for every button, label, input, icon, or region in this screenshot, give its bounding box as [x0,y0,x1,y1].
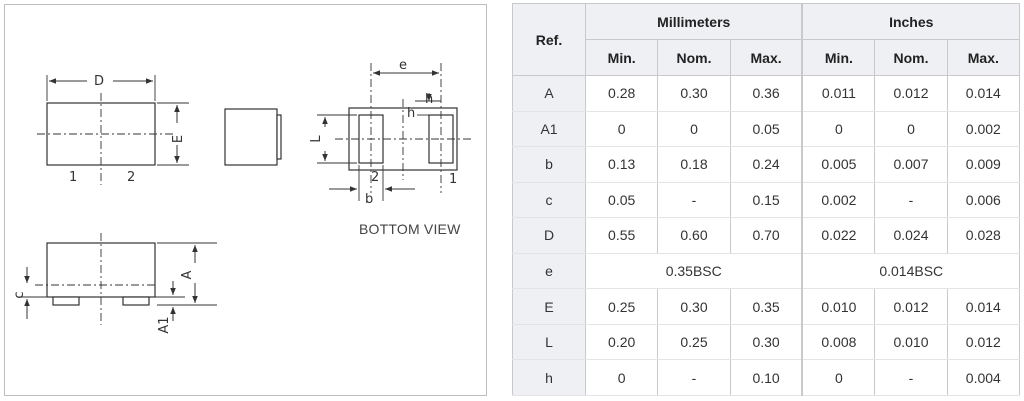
value-cell: 0.13 [584,146,659,183]
table-row: b 0.13 0.18 0.24 0.005 0.007 0.009 [512,146,1021,183]
value-cell: 0.006 [946,181,1021,219]
dimension-table: Ref. Millimeters Inches Min. Nom. Max. M… [512,3,1021,396]
value-cell: 0 [801,110,876,148]
mm-min-header: Min. [584,39,659,76]
dim-label-h-1: h [425,92,433,107]
table-row: L 0.20 0.25 0.30 0.008 0.010 0.012 [512,323,1021,361]
value-cell: 0.24 [729,146,803,183]
value-cell: 0.30 [729,323,803,361]
dim-label-e: e [399,58,407,73]
in-nom-header: Nom. [874,39,948,76]
value-cell: 0.18 [657,146,731,183]
value-cell: - [874,359,948,396]
ref-cell: c [512,181,586,219]
value-cell-span: 0.35BSC [585,252,803,290]
value-cell: 0 [657,110,731,148]
dim-label-c: c [12,291,27,298]
value-cell: 0.60 [657,217,731,254]
value-cell: 0.005 [801,146,876,183]
value-cell: 0.007 [874,146,948,183]
value-cell: 0.05 [584,181,659,219]
bottom-view [317,63,473,201]
mm-max-header: Max. [729,39,803,76]
value-cell: - [657,359,731,396]
millimeters-header: Millimeters [585,3,803,40]
value-cell: 0.011 [801,75,876,112]
package-outline-svg: D E 1 2 e L h h 2 1 b A c A1 [12,58,473,334]
table-row: E 0.25 0.30 0.35 0.010 0.012 0.014 [512,288,1021,325]
package-drawing: D E 1 2 e L h h 2 1 b A c A1 BOTTOM VIEW [4,4,487,396]
value-cell: 0.008 [801,323,876,361]
pin-label-2-bottom: 2 [371,170,379,185]
value-cell: 0.012 [874,288,948,325]
dim-label-A1: A1 [157,316,172,333]
value-cell: - [657,181,731,219]
ref-cell: A [512,75,586,112]
mm-nom-header: Nom. [657,39,731,76]
value-cell: 0.20 [584,323,659,361]
in-max-header: Max. [946,39,1021,76]
value-cell: 0.014 [946,288,1021,325]
value-cell: 0.36 [729,75,803,112]
value-cell: 0 [874,110,948,148]
value-cell: 0.012 [874,75,948,112]
value-cell: 0.022 [801,217,876,254]
table-row: D 0.55 0.60 0.70 0.022 0.024 0.028 [512,217,1021,254]
value-cell: 0.05 [729,110,803,148]
dim-label-h-2: h [407,106,415,121]
value-cell: 0.10 [729,359,803,396]
ref-cell: E [512,288,586,325]
value-cell: 0.028 [946,217,1021,254]
ref-cell: h [512,359,586,396]
table-row: A 0.28 0.30 0.36 0.011 0.012 0.014 [512,75,1021,112]
value-cell: 0.25 [584,288,659,325]
value-cell: 0 [584,359,659,396]
ref-cell: A1 [512,110,586,148]
ref-header: Ref. [512,3,586,76]
value-cell: 0.35 [729,288,803,325]
value-cell: 0.010 [874,323,948,361]
pin-label-1: 1 [69,170,77,185]
dim-label-L: L [309,135,324,143]
table-row: c 0.05 - 0.15 0.002 - 0.006 [512,181,1021,219]
value-cell: 0.002 [801,181,876,219]
value-cell: 0.012 [946,323,1021,361]
value-cell: 0 [584,110,659,148]
value-cell: 0.55 [584,217,659,254]
dim-label-b: b [365,192,373,207]
ref-cell: e [512,252,586,290]
pin-label-1-bottom: 1 [449,172,457,187]
value-cell-span: 0.014BSC [801,252,1021,290]
dim-label-D: D [94,74,104,89]
inches-header: Inches [801,3,1021,40]
value-cell: 0.024 [874,217,948,254]
dim-label-A: A [180,270,195,279]
value-cell: 0.009 [946,146,1021,183]
table-row: h 0 - 0.10 0 - 0.004 [512,359,1021,396]
value-cell: 0.30 [657,288,731,325]
value-cell: - [874,181,948,219]
ref-cell: D [512,217,586,254]
value-cell: 0.15 [729,181,803,219]
value-cell: 0.70 [729,217,803,254]
value-cell: 0.25 [657,323,731,361]
value-cell: 0.28 [584,75,659,112]
table-row: e 0.35BSC 0.014BSC [512,252,1021,290]
table-row: A1 0 0 0.05 0 0 0.002 [512,110,1021,148]
value-cell: 0.014 [946,75,1021,112]
top-view [37,75,282,185]
dim-label-E: E [171,135,186,143]
bottom-view-label: BOTTOM VIEW [359,221,461,237]
in-min-header: Min. [801,39,876,76]
ref-cell: L [512,323,586,361]
pin-label-2: 2 [127,170,135,185]
ref-cell: b [512,146,586,183]
value-cell: 0.002 [946,110,1021,148]
value-cell: 0 [801,359,876,396]
side-view [19,233,217,325]
value-cell: 0.30 [657,75,731,112]
value-cell: 0.004 [946,359,1021,396]
value-cell: 0.010 [801,288,876,325]
